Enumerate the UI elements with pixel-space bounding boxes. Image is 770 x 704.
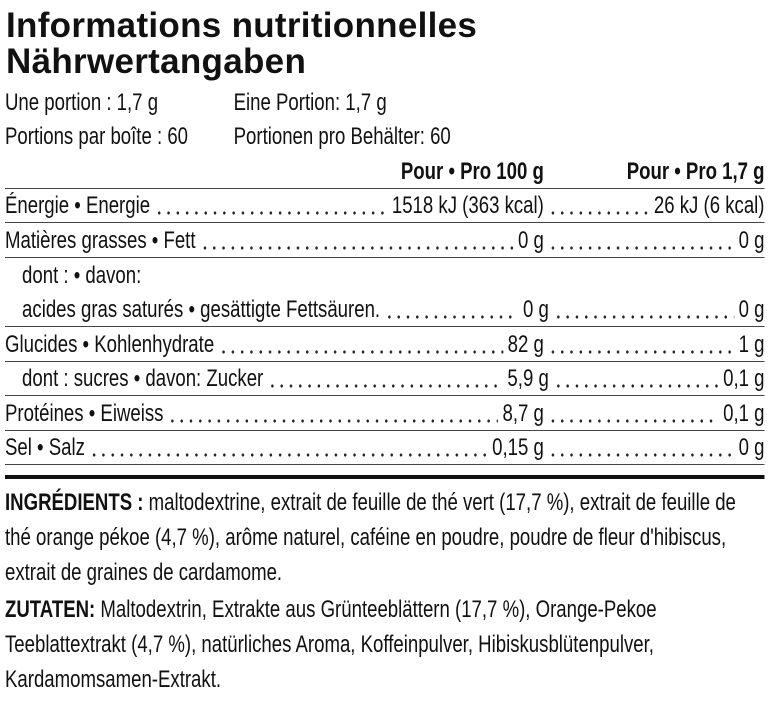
title-de: Nährwertangaben xyxy=(6,42,307,81)
table-header: Pour • Pro 100 g Pour • Pro 1,7 g xyxy=(5,154,765,189)
cell-100g: acides gras saturés • gesättigte Fettsäu… xyxy=(5,296,549,324)
nutrient-name: Sel • Salz xyxy=(5,434,85,462)
nutrient-name: dont : sucres • davon: Zucker xyxy=(22,365,264,393)
serving-row: Une portion : 1,7 g Eine Portion: 1,7 g xyxy=(5,86,765,120)
header-cell: Pour • Pro 100 g xyxy=(5,158,544,186)
dot-leader xyxy=(154,206,388,217)
dot-leader xyxy=(553,379,719,390)
value-serving: 0,1 g xyxy=(723,399,765,427)
value-100g: 82 g xyxy=(507,330,544,358)
value-serving: 0 g xyxy=(738,226,765,254)
dot-leader xyxy=(200,240,514,251)
serving-text: Portions par boîte : 60 xyxy=(5,123,189,150)
title-fr: Informations nutritionnelles xyxy=(6,6,478,45)
value-serving: 0 g xyxy=(738,295,765,323)
ingredients-text: Maltodextrin, Extrakte aus Grünteeblätte… xyxy=(5,596,657,694)
cell-100g: dont : sucres • davon: Zucker 5,9 g xyxy=(5,365,549,393)
serving-text: Une portion : 1,7 g xyxy=(5,89,159,116)
nutrient-row: dont : sucres • davon: Zucker 5,9 g 0,1 g xyxy=(5,362,765,397)
nutrient-name: dont : • davon: xyxy=(22,262,142,290)
cell-serving: 0 g xyxy=(549,296,765,324)
serving-info: Une portion : 1,7 g Eine Portion: 1,7 g Po… xyxy=(5,86,765,154)
nutrient-name: Glucides • Kohlenhydrate xyxy=(5,330,215,358)
value-serving: 1 g xyxy=(738,330,765,358)
ingredients-label: ZUTATEN: xyxy=(5,596,96,624)
ingredients-fr: INGRÉDIENTS : maltodextrine, extrait de … xyxy=(5,485,765,590)
dot-leader xyxy=(267,379,503,390)
cell-100g: Matières grasses • Fett 0 g xyxy=(5,227,544,255)
cell-100g: dont : • davon: xyxy=(5,262,561,290)
value-serving: 0 g xyxy=(738,434,765,462)
value-serving: 26 kJ (6 kcal) xyxy=(653,192,765,220)
cell-100g: Sel • Salz 0,15 g xyxy=(5,434,544,462)
dot-leader xyxy=(548,240,734,251)
dot-leader xyxy=(548,344,734,355)
dot-leader xyxy=(548,206,650,217)
ingredients-de: ZUTATEN: Maltodextrin, Extrakte aus Grün… xyxy=(5,592,765,697)
nutrient-row: Sel • Salz 0,15 g 0 g xyxy=(5,431,765,466)
separator xyxy=(5,475,765,480)
ingredients-label: INGRÉDIENTS : xyxy=(5,489,144,517)
nutrient-name: acides gras saturés • gesättigte Fettsäu… xyxy=(22,295,381,323)
value-serving: 0,1 g xyxy=(723,365,765,393)
nutrition-table: Pour • Pro 100 g Pour • Pro 1,7 g Énergie … xyxy=(5,154,765,466)
dot-leader xyxy=(548,413,719,424)
nutrient-name: Protéines • Eiweiss xyxy=(5,399,164,427)
dot-leader xyxy=(89,448,488,459)
value-100g: 1518 kJ (363 kcal) xyxy=(391,192,544,220)
serving-row: Portions par boîte : 60 Portionen pro Beh… xyxy=(5,120,765,154)
header-cell: Pour • Pro 1,7 g xyxy=(544,158,765,186)
nutrient-row: Énergie • Energie 1518 kJ (363 kcal) 26 kJ… xyxy=(5,189,765,224)
serving-text: Eine Portion: 1,7 g xyxy=(233,89,387,116)
nutrient-name: Énergie • Energie xyxy=(5,192,151,220)
value-100g: 0,15 g xyxy=(492,434,544,462)
dot-leader xyxy=(553,309,734,320)
header-text: Pour • Pro 1,7 g xyxy=(626,157,765,185)
cell-serving: 0,1 g xyxy=(549,365,765,393)
cell-serving: 0 g xyxy=(544,227,765,255)
dot-leader xyxy=(168,413,498,424)
cell-100g: Protéines • Eiweiss 8,7 g xyxy=(5,400,544,428)
value-100g: 0 g xyxy=(522,295,549,323)
cell-100g: Énergie • Energie 1518 kJ (363 kcal) xyxy=(5,192,544,220)
cell-serving: 26 kJ (6 kcal) xyxy=(544,192,765,220)
nutrient-row: Matières grasses • Fett 0 g 0 g xyxy=(5,223,765,258)
ingredients-text: maltodextrine, extrait de feuille de thé… xyxy=(5,489,736,587)
content: Une portion : 1,7 g Eine Portion: 1,7 g Po… xyxy=(5,86,765,697)
value-100g: 0 g xyxy=(517,226,544,254)
nutrient-name: Matières grasses • Fett xyxy=(5,226,196,254)
cell-serving: 0 g xyxy=(544,434,765,462)
serving-text: Portionen pro Behälter: 60 xyxy=(233,123,451,150)
cell-serving: 1 g xyxy=(544,331,765,359)
nutrient-row: Protéines • Eiweiss 8,7 g 0,1 g xyxy=(5,396,765,431)
cell-serving: 0,1 g xyxy=(544,400,765,428)
dot-leader xyxy=(218,344,503,355)
value-100g: 8,7 g xyxy=(502,399,544,427)
dot-leader xyxy=(384,309,519,320)
header-text: Pour • Pro 100 g xyxy=(400,157,544,185)
nutrient-row: Glucides • Kohlenhydrate 82 g 1 g xyxy=(5,327,765,362)
nutrient-row: acides gras saturés • gesättigte Fettsäu… xyxy=(5,292,765,327)
nutrient-row: dont : • davon: xyxy=(5,258,765,293)
cell-100g: Glucides • Kohlenhydrate 82 g xyxy=(5,331,544,359)
value-100g: 5,9 g xyxy=(507,365,549,393)
dot-leader xyxy=(548,448,734,459)
